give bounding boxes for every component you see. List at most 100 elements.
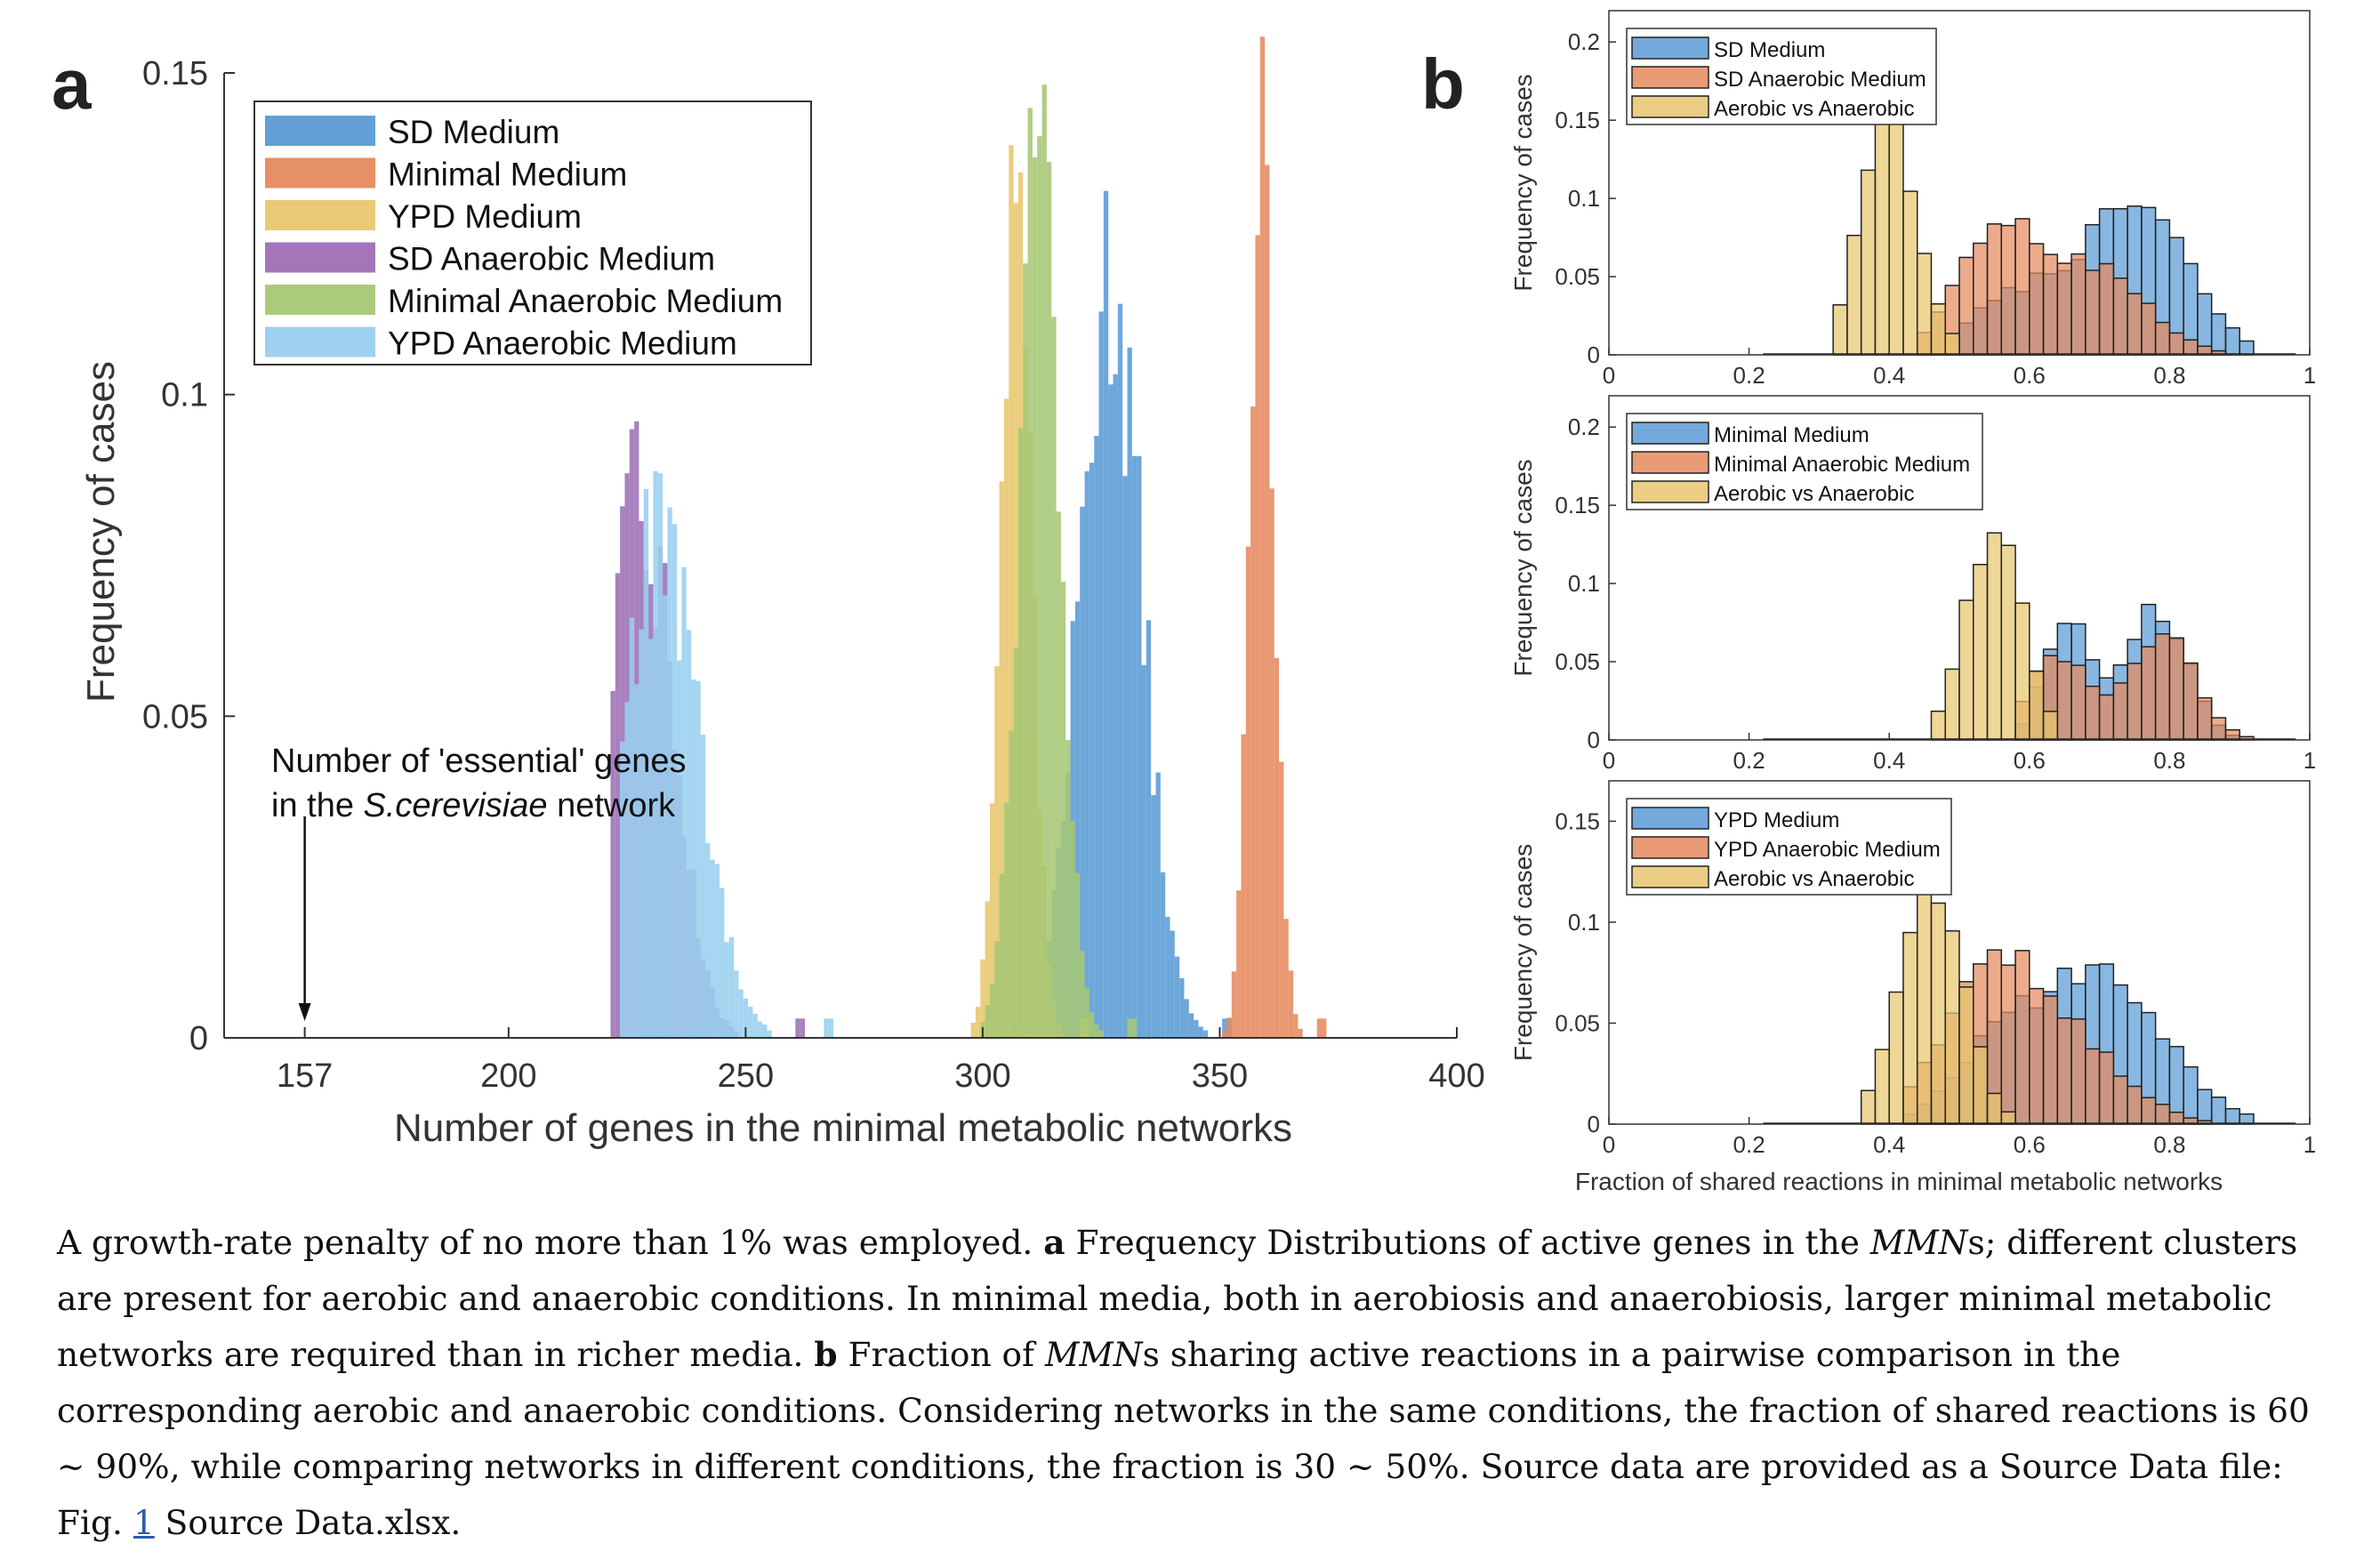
caption-text-5: s sharing active reactions in a pairwise… (57, 1335, 2310, 1542)
bar (1231, 971, 1237, 1038)
bar (700, 735, 706, 1038)
subplot-3: 0 0.2 0.4 0.6 0.8 1 0 0.05 0.1 0.15 Frequency of c… (1509, 780, 2316, 1158)
bar (1874, 94, 1890, 356)
bar (1958, 986, 1974, 1125)
bar (724, 942, 729, 1038)
panel-a-bars (610, 36, 1327, 1039)
series-aerobic-vs-anaerobic (1860, 864, 2016, 1125)
bar (610, 690, 615, 1038)
x-tick-label: 0.2 (1733, 747, 1765, 774)
figure-reference-link[interactable]: 1 (133, 1503, 155, 1542)
caption-text-4: Fraction of (837, 1335, 1045, 1374)
bar (970, 1023, 976, 1038)
legend-entry: Minimal Medium (388, 157, 627, 193)
x-tick-label: 0.8 (2153, 1131, 2185, 1158)
bar (980, 959, 985, 1038)
bar (1013, 647, 1018, 1038)
bar (648, 639, 654, 1038)
bar (1179, 977, 1185, 1038)
bar (2000, 544, 2016, 741)
panel-a-legend: SD Medium Minimal Medium YPD Medium SD Anae… (253, 100, 812, 366)
bar (1986, 532, 2003, 741)
bar (728, 936, 735, 1038)
bar (2127, 1085, 2143, 1125)
legend-swatch (265, 285, 375, 315)
bar (1874, 1049, 1890, 1125)
bar (667, 507, 672, 1038)
bar (691, 679, 696, 1038)
bar (1131, 1018, 1138, 1038)
x-tick-label: 0.8 (2153, 362, 2185, 389)
legend-swatch (1631, 36, 1709, 60)
bar (1009, 145, 1014, 1038)
x-tick-label: 157 (277, 1057, 333, 1095)
bar (1241, 734, 1246, 1038)
y-tick-label: 0.15 (1555, 107, 1600, 133)
bar (994, 666, 1000, 1038)
bar (2056, 1017, 2072, 1125)
legend-entry: YPD Anaerobic Medium (1714, 838, 1941, 862)
bar (1074, 872, 1081, 1038)
bar (686, 630, 692, 1038)
bar (1198, 1026, 1203, 1038)
bar (1009, 730, 1014, 1038)
x-tick-label: 400 (1428, 1057, 1484, 1095)
legend-entry: Minimal Medium (1714, 423, 1869, 447)
series-ypd-anaerobic-medium (620, 470, 834, 1038)
bar (2154, 1104, 2171, 1125)
bar (1151, 795, 1156, 1038)
legend-swatch (265, 200, 375, 230)
bar (1037, 136, 1042, 1038)
panel-b-xlabel: Fraction of shared reactions in minimal … (1575, 1168, 2223, 1192)
bar (1930, 902, 1946, 1125)
caption-mmn-1: MMN (1869, 1223, 1968, 1262)
bar (1160, 872, 1166, 1038)
bar (634, 684, 639, 1038)
bar (2070, 664, 2087, 741)
series-aerobic-vs-anaerobic (1930, 532, 2059, 741)
bar (2183, 1065, 2199, 1125)
bar (1127, 347, 1132, 1039)
bar (738, 989, 744, 1038)
bar (1113, 374, 1118, 1038)
caption-text-3: s; different clusters are present for ae… (57, 1223, 2298, 1374)
bar (1041, 84, 1047, 1038)
bar (1108, 384, 1114, 1039)
y-tick-label: 0.05 (142, 698, 208, 735)
bar (1236, 890, 1242, 1038)
y-tick-label: 0.1 (161, 377, 208, 414)
bar (994, 941, 1000, 1038)
bar (705, 842, 711, 1038)
bar (1188, 1013, 1194, 1038)
bar (2000, 224, 2016, 356)
panel-a-ylabel: Frequency of cases (79, 361, 123, 703)
bar (1084, 470, 1089, 1038)
legend-entry: Aerobic vs Anaerobic (1714, 867, 1914, 891)
bar (2183, 662, 2199, 741)
bar (2168, 637, 2184, 741)
bar (2000, 964, 2016, 1125)
bar (2056, 262, 2072, 356)
x-tick-label: 0.8 (2153, 747, 2185, 774)
bar (1269, 488, 1274, 1038)
bar (1973, 1046, 1989, 1125)
bar (1316, 1018, 1323, 1038)
bar (2127, 663, 2143, 741)
bar (1003, 802, 1009, 1038)
series-minimal-medium (1222, 36, 1327, 1038)
bar (2042, 995, 2059, 1125)
bar (2042, 711, 2059, 741)
y-tick-label: 0.1 (1568, 570, 1600, 597)
legend-swatch (1631, 807, 1709, 830)
bar (1888, 114, 1904, 356)
bar (824, 1018, 829, 1038)
bar (1958, 256, 1974, 356)
panel-a-axes: 157 200 250 300 350 400 0 0.05 0.1 0.15 (142, 55, 1485, 1095)
bar (2029, 987, 2045, 1125)
y-tick-label: 0 (1588, 342, 1600, 368)
bar (2014, 950, 2030, 1125)
bar (2085, 685, 2101, 741)
bar (1155, 772, 1161, 1038)
bar (1137, 456, 1142, 1038)
